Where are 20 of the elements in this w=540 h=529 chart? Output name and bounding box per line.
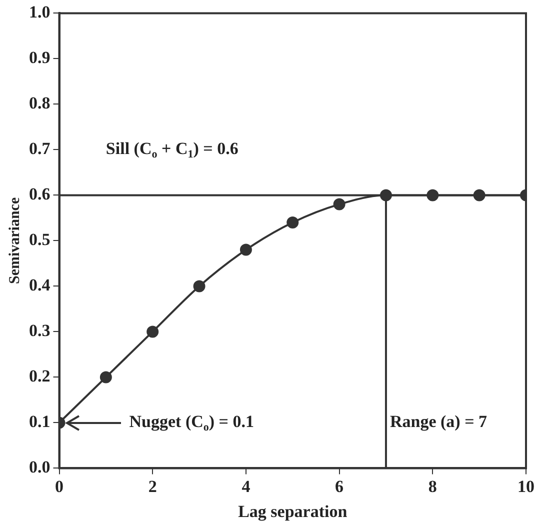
y-tick-label: 0.4 <box>29 276 51 295</box>
x-tick-label: 8 <box>428 476 437 496</box>
x-tick-label: 10 <box>518 476 534 496</box>
y-tick-label: 0.9 <box>29 48 50 68</box>
x-tick-label: 2 <box>148 476 157 496</box>
y-tick-label: 0.5 <box>29 230 50 250</box>
y-tick-label: 0.2 <box>29 366 50 386</box>
y-tick-label: 0.8 <box>29 94 50 113</box>
x-tick-label: 6 <box>335 476 344 496</box>
x-tick-label: 0 <box>55 476 64 496</box>
y-tick-label: 0.6 <box>29 184 50 204</box>
x-tick-label: 4 <box>242 476 251 496</box>
y-tick-label: 0.0 <box>29 458 50 477</box>
y-tick-label: 1.0 <box>29 2 50 22</box>
y-axis-title: Semivariance <box>6 197 23 284</box>
x-axis-title: Lag separation <box>238 502 348 522</box>
ref-line-label: Range (a) = 7 <box>390 412 488 432</box>
y-tick-label: 0.3 <box>29 321 50 340</box>
y-tick-label: 0.1 <box>29 412 50 432</box>
y-tick-label: 0.7 <box>29 139 51 158</box>
